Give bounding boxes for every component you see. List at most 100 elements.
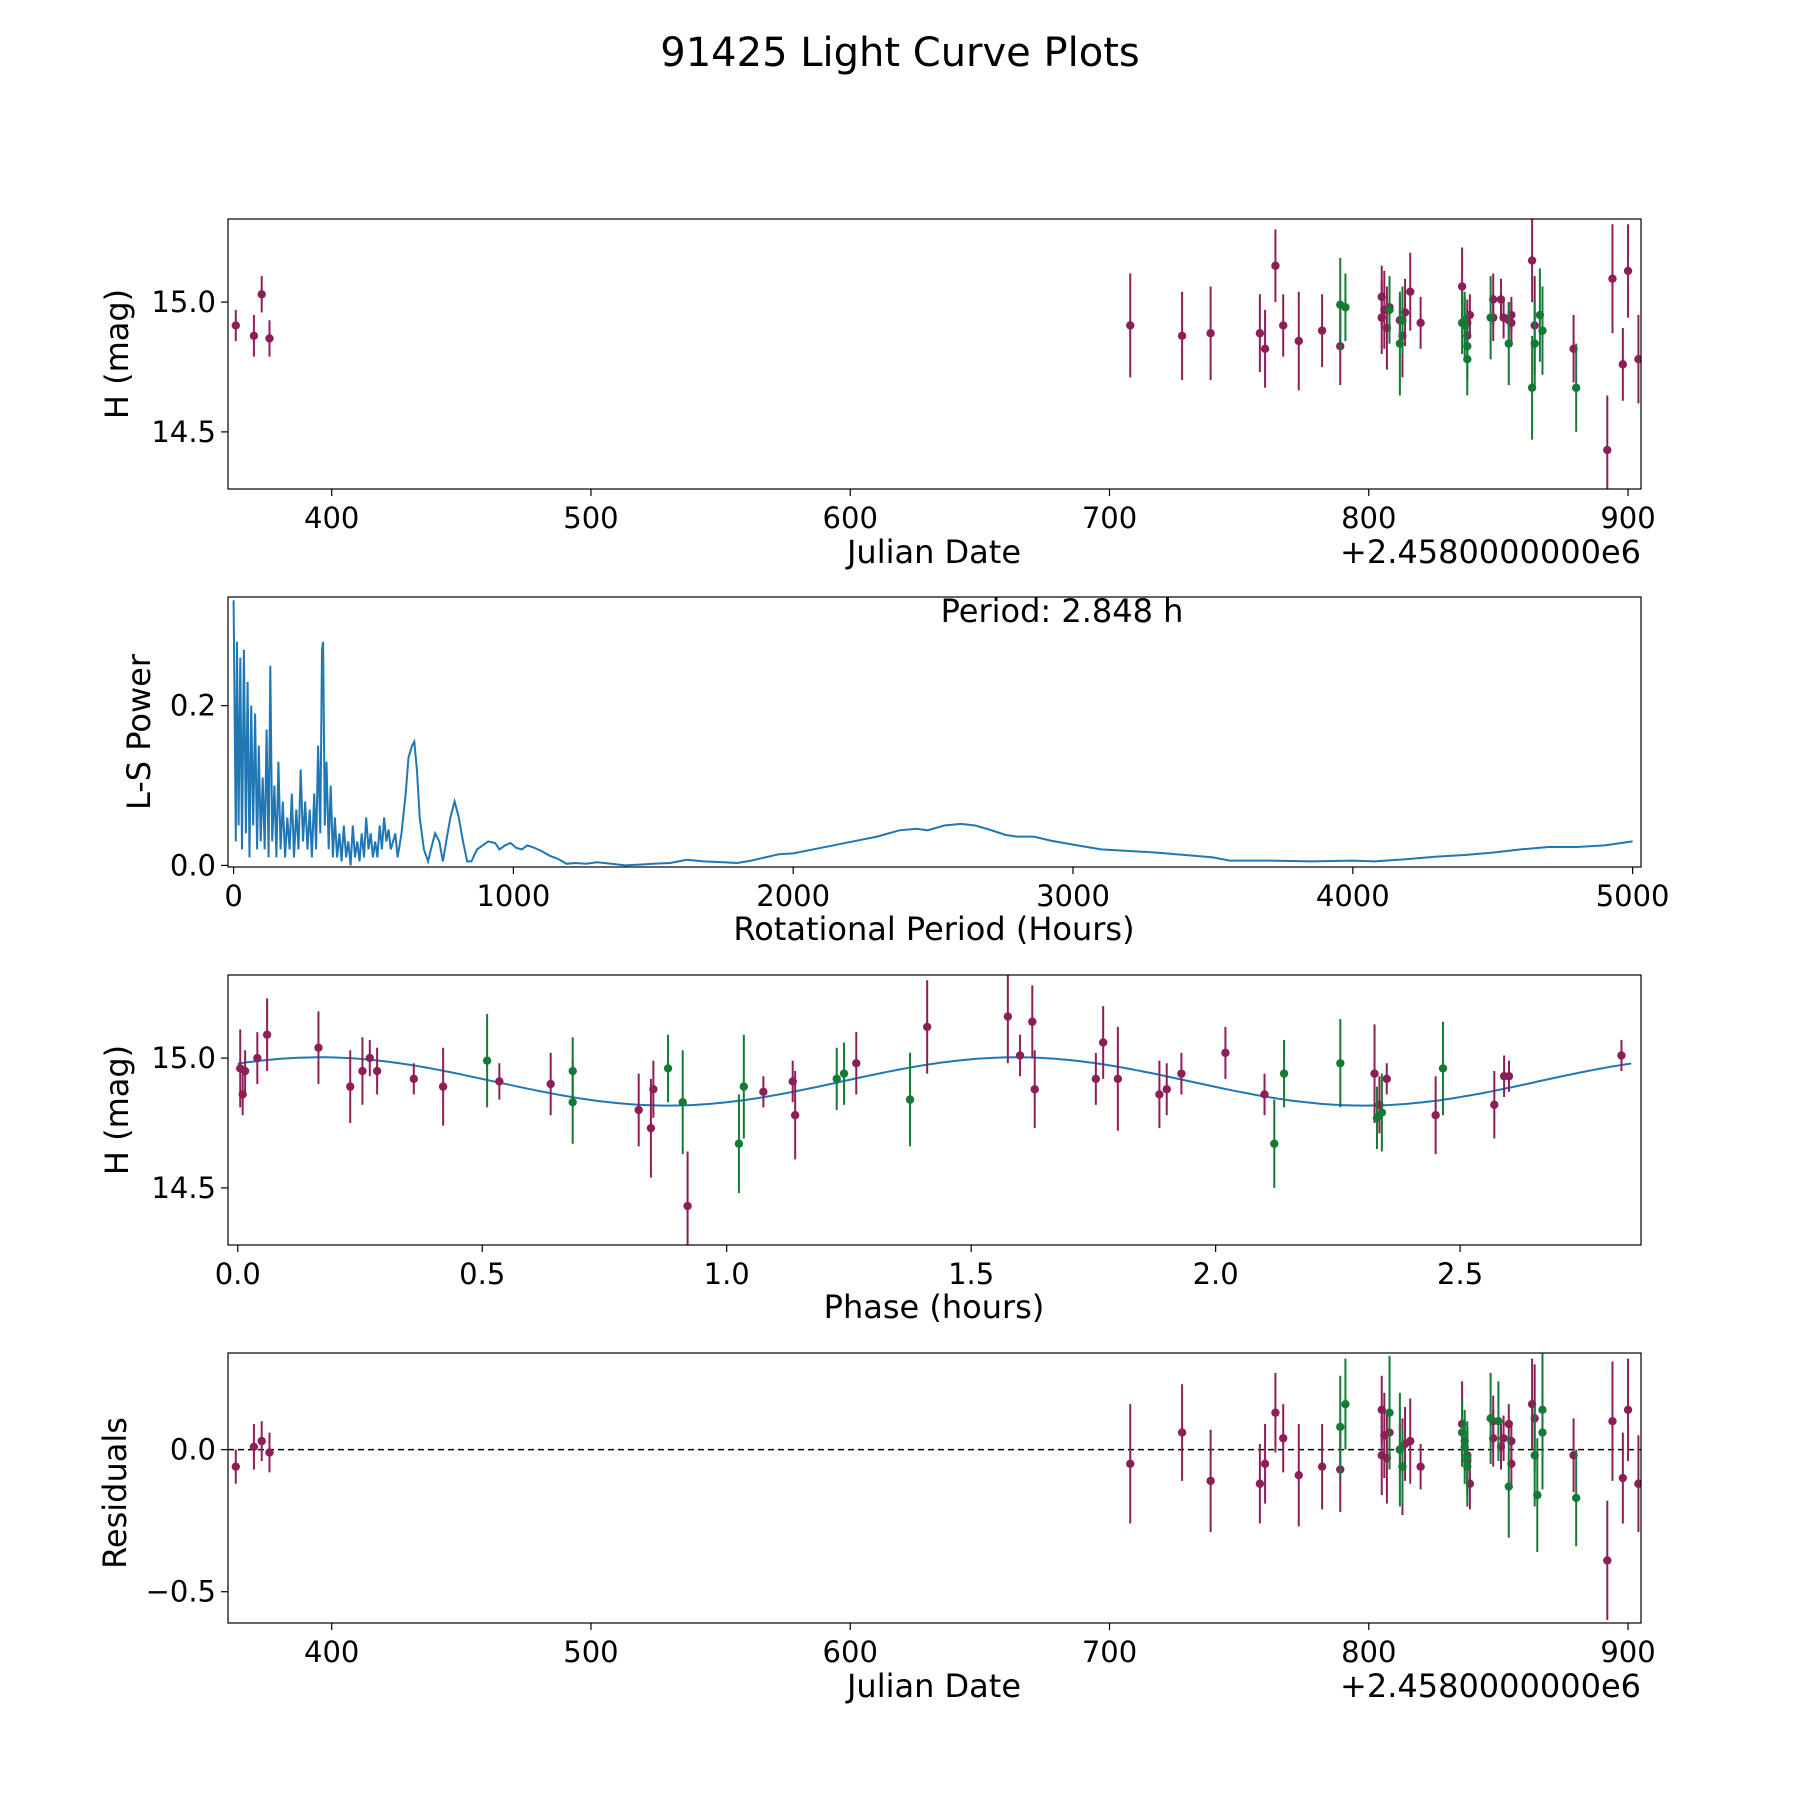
residuals-ticks: 400 500 600 700 800 900 −0.5 0.0 — [146, 1433, 1656, 1669]
periodogram-x-tick-label: 5000 — [1596, 879, 1670, 913]
residuals-panel: 400 500 600 700 800 900 −0.5 0.0 Julian Date +2… — [96, 1352, 1656, 1705]
phase-y-tick-label: 15.0 — [151, 1041, 216, 1075]
residuals-point-r — [1499, 1434, 1508, 1443]
residuals-point-r — [1416, 1462, 1425, 1471]
phase-point-g — [678, 1098, 687, 1107]
residuals-point-r — [231, 1462, 240, 1471]
residuals-point-g — [1504, 1482, 1513, 1491]
phase-point-g — [1279, 1069, 1289, 1078]
phase-point-r — [438, 1082, 448, 1091]
lightcurve-x-tick-label: 700 — [1082, 501, 1137, 535]
phase-point-g — [839, 1069, 849, 1078]
phase-point-r — [358, 1066, 367, 1076]
phase-point-r — [1162, 1085, 1171, 1094]
lightcurve-point-r — [1255, 329, 1265, 338]
phase-point-r — [1370, 1069, 1379, 1078]
phase-x-tick-label: 0.0 — [215, 1257, 261, 1291]
periodogram-x-label: Rotational Period (Hours) — [733, 910, 1134, 948]
residuals-point-r — [257, 1436, 266, 1446]
lightcurve-point-r — [1177, 331, 1187, 341]
residuals-point-r — [1279, 1434, 1288, 1443]
lightcurve-point-r — [1457, 282, 1467, 291]
residuals-point-g — [1571, 1493, 1581, 1503]
lightcurve-data-layer — [231, 219, 1641, 489]
residuals-x-label: Julian Date — [845, 1667, 1021, 1705]
residuals-point-r — [1623, 1405, 1633, 1415]
phase-point-r — [1003, 1012, 1013, 1021]
phase-point-r — [1091, 1074, 1101, 1084]
lightcurve-point-r — [231, 321, 240, 330]
phase-point-r — [634, 1105, 643, 1115]
lightcurve-point-r — [1260, 344, 1270, 354]
phase-point-r — [790, 1110, 800, 1120]
phase-x-label: Phase (hours) — [824, 1288, 1045, 1326]
lightcurve-x-tick-label: 600 — [823, 501, 878, 535]
phase-point-r — [253, 1053, 262, 1063]
residuals-point-g — [1486, 1414, 1495, 1423]
phase-point-g — [663, 1064, 673, 1073]
phase-x-tick-label: 0.5 — [459, 1257, 505, 1291]
residuals-point-r — [1255, 1479, 1265, 1488]
phase-point-g — [568, 1098, 577, 1107]
phase-point-r — [1617, 1051, 1626, 1060]
phase-point-g — [832, 1074, 841, 1084]
phase-x-tick-label: 1.0 — [704, 1257, 750, 1291]
phase-point-r — [495, 1077, 504, 1086]
periodogram-y-label: L-S Power — [120, 653, 158, 810]
residuals-x-tick-label: 900 — [1600, 1635, 1655, 1669]
phase-point-r — [1113, 1074, 1123, 1084]
phase-axes-frame — [227, 974, 1642, 1246]
lightcurve-point-r — [1416, 318, 1425, 328]
phase-y-tick-label: 14.5 — [151, 1171, 216, 1205]
phase-point-r — [1155, 1090, 1164, 1099]
residuals-x-tick-label: 700 — [1082, 1635, 1137, 1669]
phase-point-r — [1028, 1017, 1037, 1026]
periodogram-y-tick-label: 0.2 — [170, 689, 216, 723]
phase-point-g — [1336, 1059, 1345, 1068]
phase-point-r — [683, 1201, 692, 1211]
periodogram-x-tick-label: 4000 — [1316, 879, 1390, 913]
lightcurve-point-g — [1571, 383, 1581, 392]
residuals-point-r — [1618, 1473, 1628, 1483]
residuals-x-tick-label: 500 — [563, 1635, 618, 1669]
residuals-point-r — [1317, 1462, 1327, 1471]
phase-y-label: H (mag) — [98, 1045, 136, 1175]
lightcurve-point-g — [1486, 313, 1495, 322]
periodogram-ticks: 0 1000 2000 3000 4000 5000 0.0 0.2 — [170, 689, 1670, 913]
phase-point-r — [1098, 1038, 1108, 1047]
residuals-point-r — [1294, 1471, 1303, 1480]
residuals-point-r — [265, 1448, 274, 1457]
figure-title: 91425 Light Curve Plots — [660, 30, 1139, 76]
phase-point-r — [365, 1053, 374, 1063]
phase-point-r — [409, 1074, 418, 1084]
lightcurve-x-tick-label: 400 — [304, 501, 359, 535]
phase-x-tick-label: 1.5 — [948, 1257, 994, 1291]
residuals-x-offset: +2.4580000000e6 — [1340, 1667, 1641, 1705]
periodogram-power-line — [232, 600, 1633, 867]
lightcurve-y-label: H (mag) — [98, 289, 136, 419]
phase-ticks: 0.0 0.5 1.0 1.5 2.0 2.5 14.5 15.0 — [151, 1041, 1483, 1291]
periodogram-panel: 0 1000 2000 3000 4000 5000 0.0 0.2 Period: 2.84… — [120, 592, 1670, 948]
phase-data-layer — [236, 975, 1632, 1245]
phase-point-r — [1382, 1074, 1391, 1084]
residuals-point-r — [1603, 1556, 1612, 1565]
phase-point-r — [262, 1030, 272, 1039]
residuals-point-r — [1406, 1436, 1415, 1446]
phase-point-r — [346, 1082, 355, 1091]
phase-point-r — [646, 1123, 656, 1133]
phase-point-g — [482, 1056, 492, 1065]
residuals-point-g — [1398, 1462, 1407, 1471]
lightcurve-x-tick-label: 500 — [563, 501, 618, 535]
lightcurve-point-g — [1398, 316, 1407, 325]
lightcurve-x-label: Julian Date — [845, 533, 1021, 571]
residuals-point-r — [1260, 1459, 1270, 1469]
lightcurve-y-tick-label: 14.5 — [151, 415, 216, 449]
residuals-point-g — [1538, 1428, 1547, 1437]
residuals-point-r — [249, 1442, 259, 1451]
phase-point-g — [1377, 1108, 1387, 1117]
periodogram-axes-frame — [227, 596, 1642, 868]
lightcurve-point-g — [1504, 339, 1513, 348]
periodogram-annotation: Period: 2.848 h — [941, 592, 1184, 630]
lightcurve-point-r — [257, 290, 266, 299]
